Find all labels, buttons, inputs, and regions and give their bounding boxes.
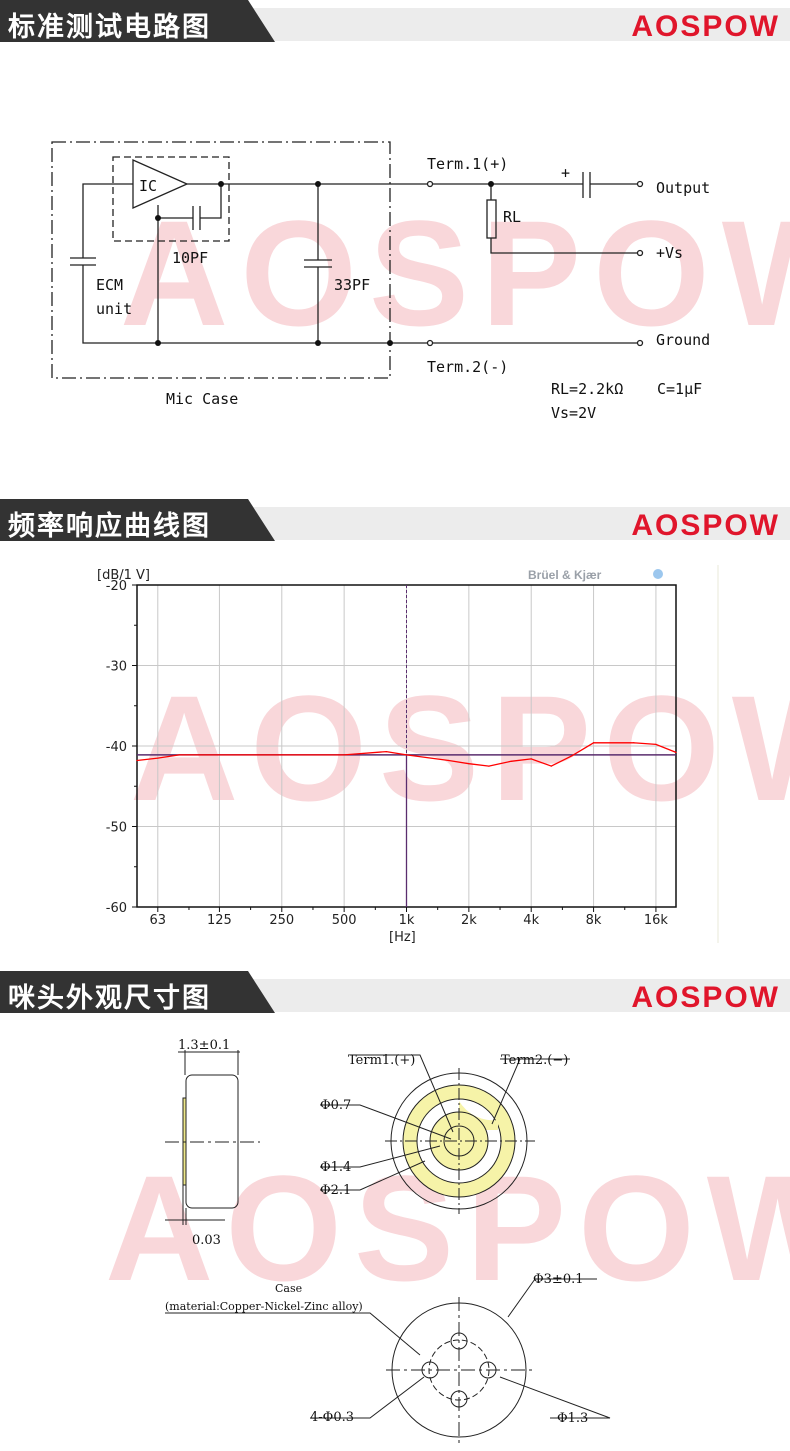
term2-label: Term.2(-) [427,358,508,376]
plate-thickness-dim: 0.03 [192,1233,221,1248]
section-header-frequency: 频率响应曲线图 AOSPOW [0,499,790,543]
d21-label: Φ2.1 [320,1183,351,1198]
ecm-label: ECM [96,276,123,294]
d13-label: Φ1.3 [557,1411,588,1426]
data-point [592,742,595,744]
case-label: Case [275,1282,302,1295]
data-point [571,755,573,757]
x-tick-label: 4k [523,913,539,928]
x-tick-label: 63 [150,913,167,928]
header-tab: 标准测试电路图 [0,0,275,42]
watermark: AOSPOW [120,189,790,357]
data-point [633,742,635,744]
y-tick-label: -40 [106,740,127,755]
y-tick-label: -60 [106,901,127,916]
vs-label: +Vs [656,244,683,262]
mic-case-outline [51,141,391,379]
y-axis-label: [dB/1 V] [97,568,150,583]
data-point [281,754,283,756]
frequency-response-chart: AOSPOW 63 125 250 500 1k 2k 4k 8k 16k -20 -30 -40 -5… [97,565,790,945]
data-point [343,754,345,756]
load-resistor [486,199,497,239]
cap-10pf-label: 10PF [172,249,208,267]
x-tick-label: 8k [586,913,602,928]
data-point [157,757,159,759]
d14-label: Φ1.4 [320,1160,351,1175]
brand-logo: AOSPOW [631,10,780,43]
section-title: 频率响应曲线图 [8,511,211,542]
watermark: AOSPOW [130,664,790,832]
x-tick-label: 500 [332,913,357,928]
ground-label: Ground [656,331,710,349]
brand-logo: AOSPOW [631,509,780,542]
vs-value: Vs=2V [551,404,596,422]
bk-logo-icon [653,569,663,579]
data-point [488,765,490,767]
x-tick-label: 2k [461,913,477,928]
cap-33pf-label: 33PF [334,276,370,294]
ic-label: IC [139,177,157,195]
brand-logo: AOSPOW [631,981,780,1014]
ecm-unit-label: unit [96,300,132,318]
section-header-dimensions: 咪头外观尺寸图 AOSPOW [0,971,790,1015]
holes-label: 4-Φ0.3 [310,1410,354,1425]
section-header-circuit: 标准测试电路图 AOSPOW [0,0,790,44]
x-tick-label: 125 [207,913,232,928]
c-value: C=1μF [657,380,702,398]
bk-brand: Brüel & Kjær [528,568,602,582]
data-point [448,759,450,762]
header-tab: 咪头外观尺寸图 [0,971,275,1013]
data-point [675,751,677,754]
data-point [385,751,388,753]
x-tick-label: 16k [644,913,669,928]
data-point [218,754,221,756]
d07-label: Φ0.7 [320,1098,351,1113]
y-tick-label: -20 [106,579,127,594]
material-label: (material:Copper-Nickel-Zinc alloy) [165,1300,363,1313]
dimension-drawing: AOSPOW 1.3±0.1 0.03 Term1.(+) Term2.(−) … [105,1038,790,1445]
term2-label: Term2.(−) [501,1053,568,1068]
x-tick-label: 1k [399,913,415,928]
x-tick-label: 250 [269,913,294,928]
rl-label: RL [503,208,521,226]
output-label: Output [656,179,710,197]
data-point [510,760,512,762]
y-tick-label: -50 [106,821,127,836]
data-point [530,758,532,760]
data-point [405,754,408,756]
rl-value: RL=2.2kΩ [551,380,623,398]
ic-package-outline [112,156,230,242]
data-point [178,754,180,756]
test-circuit-diagram: AOSPOW IC 10PF 33PF ECM unit Mic Case Te… [51,141,790,422]
mic-case-label: Mic Case [166,390,238,408]
thickness-dim: 1.3±0.1 [178,1038,230,1053]
data-point [655,743,657,745]
header-tab: 频率响应曲线图 [0,499,275,541]
data-point [550,765,552,767]
plus-label: + [561,164,570,182]
data-point [136,759,138,762]
d3-label: Φ3±0.1 [533,1272,584,1287]
data-point [468,763,470,765]
x-axis-label: [Hz] [389,930,416,945]
term1-label: Term1.(+) [348,1053,415,1068]
section-title: 标准测试电路图 [8,12,211,43]
section-title: 咪头外观尺寸图 [8,983,211,1014]
y-tick-label: -30 [106,660,127,675]
term1-label: Term.1(+) [427,155,508,173]
